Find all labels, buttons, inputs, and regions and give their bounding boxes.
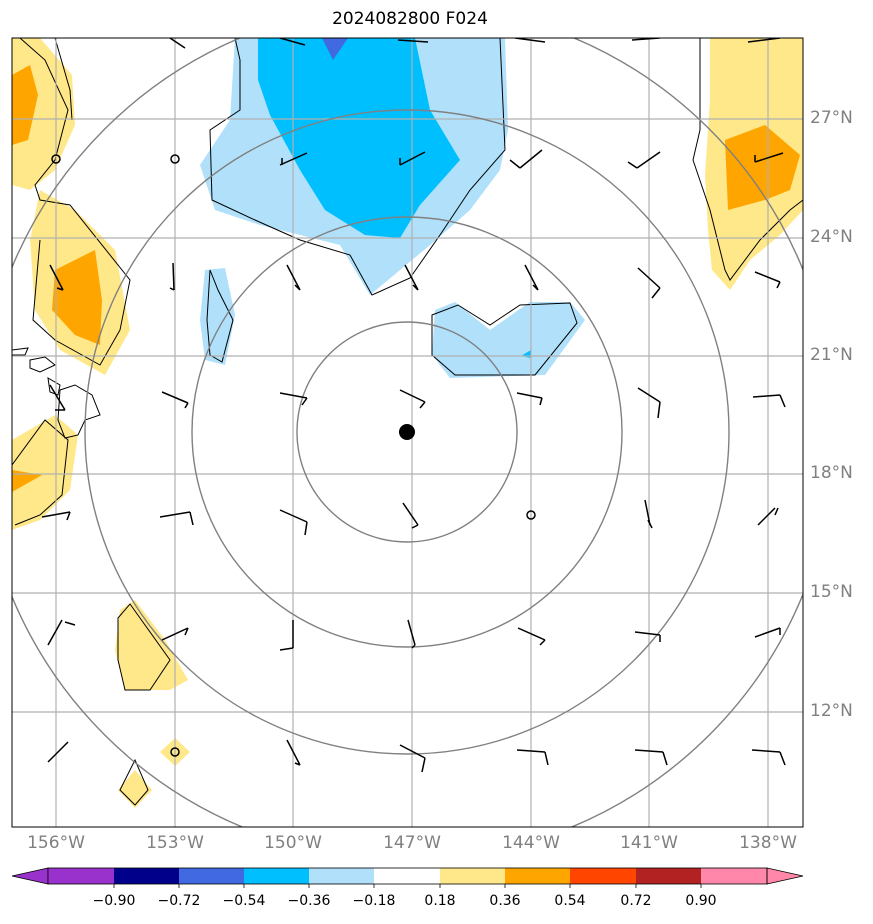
negative-region-dark xyxy=(322,38,348,60)
shaded-anomaly-fields xyxy=(12,38,803,808)
negative-region-east xyxy=(432,302,585,378)
negative-region-medium xyxy=(258,38,460,238)
colorbar-label: −0.54 xyxy=(222,893,266,909)
lat-label-12n: 12°N xyxy=(810,701,853,721)
positive-region-sw-core xyxy=(12,470,42,492)
colorbar-label: 0.36 xyxy=(489,893,521,909)
lon-label-144w: 144°W xyxy=(502,833,560,853)
lon-label-150w: 150°W xyxy=(264,833,322,853)
colorbar-label: 0.18 xyxy=(424,893,456,909)
lon-label-147w: 147°W xyxy=(383,833,441,853)
positive-region-sw xyxy=(12,415,78,530)
calm-wind-markers xyxy=(51,154,536,757)
storm-center-dot xyxy=(399,424,415,440)
lon-label-141w: 141°W xyxy=(620,833,678,853)
lat-label-15n: 15°N xyxy=(810,582,853,602)
colorbar-label: 0.90 xyxy=(685,893,717,909)
colorbar-extend-high xyxy=(766,867,804,885)
lat-label-18n: 18°N xyxy=(810,463,853,483)
colorbar-label: −0.18 xyxy=(352,893,396,909)
colorbar xyxy=(11,867,804,888)
positive-region-w-core xyxy=(52,250,102,345)
colorbar-label: −0.72 xyxy=(157,893,201,909)
colorbar-label: −0.90 xyxy=(92,893,136,909)
contour-lines xyxy=(12,38,803,806)
lon-label-156w: 156°W xyxy=(27,833,85,853)
colorbar-label: 0.72 xyxy=(620,893,652,909)
positive-region-small-2 xyxy=(118,770,152,808)
map-title: 2024082800 F024 xyxy=(332,9,488,29)
positive-region-nw-core xyxy=(12,65,38,145)
lat-label-21n: 21°N xyxy=(810,345,853,365)
lon-label-138w: 138°W xyxy=(739,833,797,853)
positive-region-ne-core xyxy=(725,125,800,210)
positive-region-south xyxy=(115,600,188,690)
colorbar-label: 0.54 xyxy=(554,893,586,909)
lat-label-27n: 27°N xyxy=(810,108,853,128)
negative-region-small-west xyxy=(200,268,235,365)
map-frame xyxy=(11,37,804,828)
gridlines xyxy=(12,38,803,827)
range-rings xyxy=(12,38,803,827)
lon-label-153w: 153°W xyxy=(146,833,204,853)
colorbar-extend-low xyxy=(11,867,49,885)
colorbar-label: −0.36 xyxy=(287,893,331,909)
lat-label-24n: 24°N xyxy=(810,227,853,247)
wind-barbs xyxy=(41,38,786,773)
